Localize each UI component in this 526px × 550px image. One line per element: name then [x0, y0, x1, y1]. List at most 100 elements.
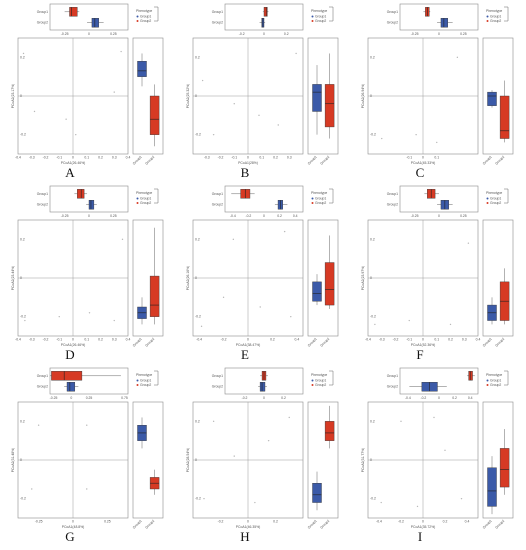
side-box-group2	[149, 275, 160, 317]
legend-title: Phenotype	[136, 9, 152, 13]
top-boxplot-frame	[224, 367, 304, 395]
side-category-label: Group1	[482, 155, 493, 166]
scatter-point	[408, 319, 410, 322]
top-box-group2	[77, 189, 85, 199]
x-tick-label: 0.4	[465, 520, 470, 524]
scatter-point	[267, 439, 270, 442]
top-box-group2	[51, 371, 83, 381]
scatter-point	[86, 424, 88, 426]
top-tick-label: -0.25	[61, 32, 69, 36]
top-tick-label: 0	[438, 214, 440, 218]
side-box-group1	[487, 91, 497, 106]
top-tick-label: 0.25	[110, 214, 117, 218]
side-box-group1	[137, 61, 147, 77]
top-tick-label: 0	[88, 214, 90, 218]
side-category-label: Group1	[307, 155, 318, 166]
x-tick-label: -0.3	[29, 156, 35, 160]
legend-swatch-group1	[311, 379, 314, 382]
legend-label: Group1	[140, 15, 151, 19]
y-tick-label: 0.2	[370, 55, 375, 59]
top-tick-label: 0.25	[460, 214, 467, 218]
top-row-label: Group1	[212, 10, 223, 14]
side-category-label: Group2	[319, 519, 330, 530]
top-boxplot-frame	[399, 3, 479, 31]
top-row-label: Group1	[212, 374, 223, 378]
y-tick-label: -0.2	[370, 133, 376, 137]
top-tick-label: -0.2	[245, 214, 251, 218]
top-tick-label: 0	[438, 32, 440, 36]
side-category-label: Group1	[307, 337, 318, 348]
y-tick-label: -0.2	[20, 315, 26, 319]
top-tick-label: 0.2	[281, 396, 286, 400]
significance-bracket	[504, 6, 509, 22]
scatter-point	[415, 133, 417, 136]
y-axis-title: PCoA2(26.94%)	[361, 84, 365, 109]
y-tick-label: -0.2	[195, 133, 201, 137]
scatter-point	[467, 242, 470, 244]
scatter-point	[113, 319, 115, 322]
side-category-label: Group2	[494, 337, 505, 348]
top-tick-label: 0	[263, 214, 265, 218]
y-tick-label: 0.2	[20, 237, 25, 241]
legend-swatch-group2	[311, 202, 314, 204]
x-tick-label: -0.1	[56, 156, 62, 160]
scatter-point	[400, 420, 402, 423]
side-category-label: Group2	[144, 519, 155, 530]
legend-swatch-group2	[486, 20, 489, 22]
scatter-point	[283, 230, 286, 233]
x-tick-label: 0	[247, 520, 249, 524]
side-category-label: Group1	[307, 519, 318, 530]
side-boxplot-frame	[132, 219, 164, 337]
scatter-point	[200, 325, 203, 328]
x-tick-label: 0.4	[476, 338, 481, 342]
top-tick-label: 0	[263, 396, 265, 400]
scatter-point	[288, 416, 290, 419]
y-tick-label: 0	[370, 276, 372, 280]
top-row-label: Group2	[387, 21, 398, 25]
top-row-label: Group2	[387, 203, 398, 207]
x-tick-label: 0.2	[98, 156, 103, 160]
top-box-group1	[91, 18, 99, 28]
panel-label: B	[241, 165, 250, 180]
y-tick-label: 0.2	[195, 55, 200, 59]
side-box-group2	[499, 95, 510, 139]
panel-label: I	[418, 529, 422, 544]
x-tick-label: 0	[422, 520, 424, 524]
legend-swatch-group2	[136, 20, 139, 22]
x-tick-label: -0.2	[218, 520, 224, 524]
top-boxplot-frame	[49, 3, 129, 31]
x-tick-label: 0.1	[259, 156, 264, 160]
side-category-label: Group1	[482, 519, 493, 530]
side-boxplot-frame	[307, 401, 339, 519]
panel-label: F	[416, 347, 423, 362]
x-tick-label: 0.4	[126, 338, 131, 342]
top-tick-label: -0.2	[239, 32, 245, 36]
legend-label: Group2	[315, 201, 326, 205]
panel-label: D	[65, 347, 74, 362]
x-tick-label: 0.4	[126, 156, 131, 160]
x-tick-label: -0.2	[43, 156, 49, 160]
y-tick-label: -0.2	[20, 133, 26, 137]
top-row-label: Group2	[212, 385, 223, 389]
legend-title: Phenotype	[136, 373, 152, 377]
x-tick-label: 0.3	[462, 338, 467, 342]
x-tick-label: 0.2	[273, 156, 278, 160]
x-tick-label: 0.2	[448, 338, 453, 342]
legend-swatch-group1	[136, 15, 139, 18]
legend-swatch-group2	[311, 20, 314, 22]
scatter-point	[416, 505, 419, 508]
scatter-point	[374, 323, 376, 326]
significance-bracket	[154, 6, 159, 22]
x-tick-label: 0	[72, 338, 74, 342]
legend-label: Group2	[490, 19, 501, 23]
top-tick-label: 0	[70, 396, 72, 400]
legend-label: Group1	[315, 379, 326, 383]
top-tick-label: -0.25	[411, 32, 419, 36]
scatter-point	[277, 124, 279, 126]
top-tick-label: -0.25	[61, 214, 69, 218]
legend-label: Group1	[140, 197, 151, 201]
